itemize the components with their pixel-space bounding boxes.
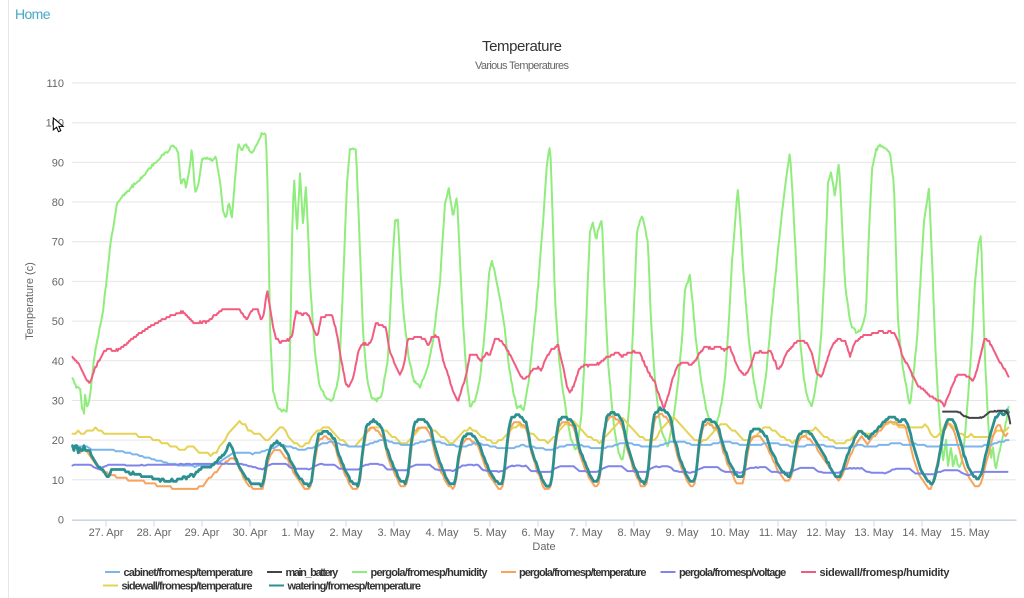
svg-text:pergola/fromesp/voltage: pergola/fromesp/voltage [679,567,786,579]
svg-text:28. Apr: 28. Apr [137,527,172,539]
svg-text:30. Apr: 30. Apr [233,527,268,539]
svg-text:Temperature: Temperature [482,38,562,55]
svg-text:cabinet/fromesp/temperature: cabinet/fromesp/temperature [124,567,254,579]
svg-text:pergola/fromesp/humidity: pergola/fromesp/humidity [371,567,489,579]
svg-text:80: 80 [52,197,64,209]
svg-text:30: 30 [52,396,64,408]
svg-text:3. May: 3. May [377,527,411,539]
svg-text:15. May: 15. May [950,527,990,539]
svg-text:20: 20 [52,435,64,447]
svg-text:50: 50 [52,316,64,328]
svg-text:sidewall/fromesp/temperature: sidewall/fromesp/temperature [122,581,253,593]
svg-text:11. May: 11. May [759,527,798,539]
svg-text:14. May: 14. May [902,527,942,539]
svg-text:27. Apr: 27. Apr [89,527,124,539]
svg-text:13. May: 13. May [854,527,894,539]
svg-text:4. May: 4. May [425,527,459,539]
svg-text:pergola/fromesp/temperature: pergola/fromesp/temperature [519,567,647,579]
svg-text:6. May: 6. May [521,527,555,539]
svg-text:watering/fromesp/temperature: watering/fromesp/temperature [287,581,422,593]
svg-text:7. May: 7. May [569,527,603,539]
svg-text:29. Apr: 29. Apr [185,527,220,539]
svg-text:10: 10 [52,475,64,487]
svg-text:12. May: 12. May [806,527,846,539]
svg-text:Temperature (c): Temperature (c) [24,262,36,340]
svg-text:main_battery: main_battery [286,567,340,579]
svg-text:Date: Date [532,541,555,553]
svg-text:5. May: 5. May [473,527,507,539]
svg-text:9. May: 9. May [665,527,699,539]
svg-text:1. May: 1. May [281,527,315,539]
svg-text:90: 90 [52,157,64,169]
svg-text:8. May: 8. May [617,527,651,539]
svg-text:0: 0 [58,515,64,527]
svg-text:110: 110 [46,78,64,90]
svg-text:40: 40 [52,356,64,368]
svg-text:60: 60 [52,276,64,288]
svg-text:Various Temperatures: Various Temperatures [475,60,570,72]
svg-text:70: 70 [52,237,64,249]
svg-text:2. May: 2. May [329,527,363,539]
svg-text:10. May: 10. May [710,527,750,539]
svg-text:sidewall/fromesp/humidity: sidewall/fromesp/humidity [820,567,951,579]
svg-text:Home: Home [15,6,51,22]
